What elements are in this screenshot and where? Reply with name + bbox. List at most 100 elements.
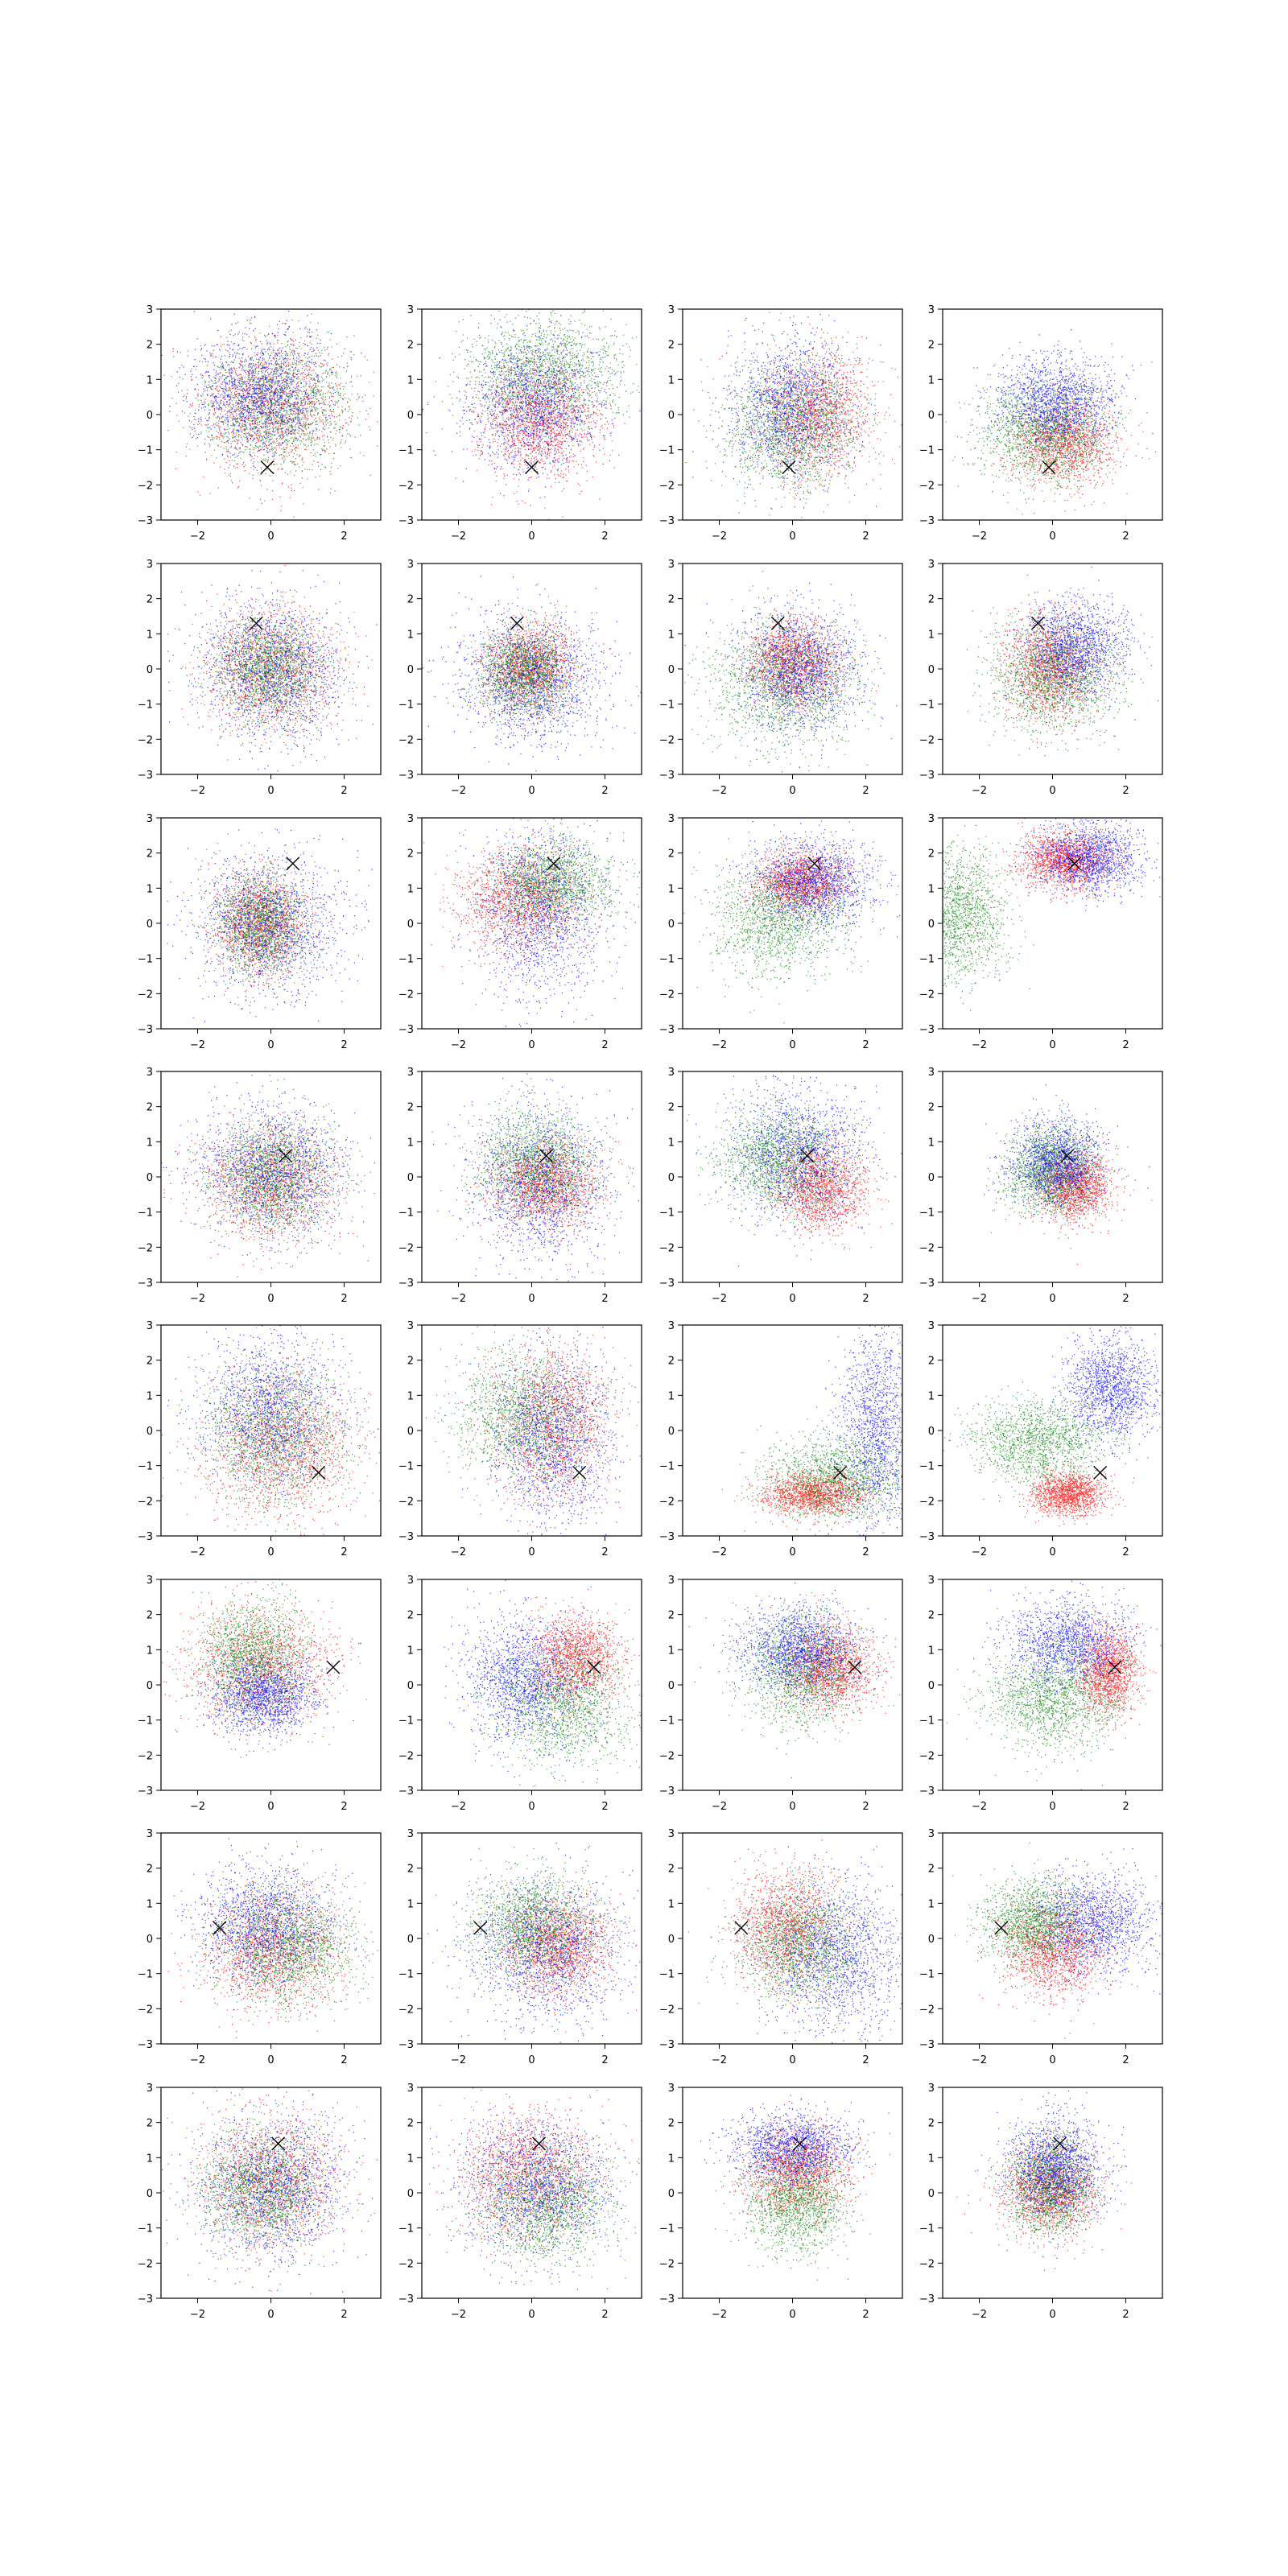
y-tick-label: 3 (928, 1828, 935, 1840)
series-blue (155, 1046, 375, 1286)
data-points-blue (723, 811, 931, 960)
data-points-green (942, 1620, 1166, 1801)
y-tick-label: 2 (407, 2118, 414, 2130)
panel-points (415, 1298, 647, 1573)
x-marker (735, 1922, 748, 1934)
y-tick-label: 0 (928, 1172, 935, 1184)
series-green (734, 1403, 965, 1545)
y-tick-label: −2 (919, 2004, 935, 2016)
x-tick-label: 2 (1122, 1293, 1129, 1305)
y-tick-label: −3 (919, 2293, 935, 2306)
y-tick-label: 1 (147, 883, 153, 895)
series-blue (984, 1084, 1150, 1230)
axes-frame (161, 1325, 381, 1536)
y-tick-label: −1 (138, 1969, 153, 1981)
series-red (430, 2077, 642, 2314)
data-points-green (919, 1380, 1156, 1517)
data-points-red (149, 1080, 390, 1278)
y-tick-label: 0 (147, 1680, 153, 1692)
series-blue (462, 1298, 646, 1554)
y-tick-label: −2 (138, 2258, 153, 2270)
y-tick-label: 2 (147, 1864, 153, 1876)
x-tick-label: 2 (1122, 1039, 1129, 1051)
y-tick-label: 1 (928, 2153, 935, 2165)
panel-points (939, 1843, 1178, 2039)
y-tick-label: 1 (928, 629, 935, 641)
x-tick-label: −2 (712, 1801, 727, 1813)
x-tick-label: 0 (1049, 785, 1055, 797)
y-tick-label: −1 (398, 445, 414, 457)
axes-frame (943, 564, 1162, 774)
y-tick-label: 3 (668, 1067, 675, 1079)
x-tick-label: 0 (528, 530, 535, 543)
axes-frame (683, 2087, 902, 2298)
y-tick-label: −1 (919, 700, 935, 712)
data-points-blue (462, 1298, 646, 1554)
x-tick-label: 2 (862, 1801, 869, 1813)
x-tick-label: 2 (341, 2054, 347, 2066)
y-tick-label: 0 (147, 1426, 153, 1438)
y-tick-label: −1 (398, 1208, 414, 1220)
y-tick-label: 1 (928, 1898, 935, 1910)
data-points-blue (440, 795, 657, 1053)
panel-points (427, 1820, 654, 2050)
y-tick-label: 2 (147, 340, 153, 352)
y-tick-label: 1 (928, 1645, 935, 1657)
x-marker (312, 1466, 325, 1479)
y-tick-label: 1 (407, 2153, 414, 2165)
y-tick-label: −2 (138, 480, 153, 492)
data-points-blue (675, 1056, 942, 1267)
y-tick-label: −2 (398, 734, 414, 746)
y-tick-label: −3 (398, 1024, 414, 1036)
y-tick-label: 2 (668, 848, 675, 861)
y-tick-label: −2 (138, 1750, 153, 1762)
data-points-green (946, 348, 1153, 514)
y-tick-label: 1 (668, 883, 675, 895)
y-tick-label: 1 (147, 1390, 153, 1402)
y-tick-label: −2 (398, 2004, 414, 2016)
y-tick-label: 0 (928, 1934, 935, 1946)
series-red (473, 1846, 644, 2033)
panel-points (404, 2077, 657, 2326)
y-tick-label: 0 (668, 1172, 675, 1184)
x-tick-label: 0 (789, 785, 795, 797)
series-green (942, 1620, 1166, 1801)
y-tick-label: 0 (407, 1680, 414, 1692)
y-tick-label: −3 (138, 1531, 153, 1543)
y-tick-label: −3 (659, 2039, 675, 2051)
y-tick-label: 3 (147, 1067, 153, 1079)
x-tick-label: 2 (341, 530, 347, 543)
y-tick-label: 1 (928, 374, 935, 386)
x-tick-label: 2 (601, 1039, 608, 1051)
series-green (431, 1079, 629, 1247)
x-tick-label: −2 (190, 2309, 205, 2321)
y-tick-label: −2 (659, 1750, 675, 1762)
y-tick-label: −3 (919, 1785, 935, 1798)
y-tick-label: 3 (147, 1828, 153, 1840)
x-tick-label: 0 (789, 2309, 795, 2321)
x-tick-label: 0 (528, 2309, 535, 2321)
y-tick-label: −1 (919, 1208, 935, 1220)
x-tick-label: 0 (789, 1293, 795, 1305)
y-tick-label: 0 (407, 1172, 414, 1184)
y-tick-label: −2 (919, 2258, 935, 2270)
y-tick-label: −1 (398, 700, 414, 712)
y-tick-label: 2 (928, 1356, 935, 1368)
series-green (460, 596, 592, 748)
axes-frame (943, 1579, 1162, 1790)
data-points-blue (142, 2041, 389, 2294)
x-tick-label: −2 (972, 2309, 987, 2321)
x-tick-label: 0 (1049, 530, 1055, 543)
data-points-green (404, 2110, 647, 2326)
y-tick-label: 0 (147, 1172, 153, 1184)
